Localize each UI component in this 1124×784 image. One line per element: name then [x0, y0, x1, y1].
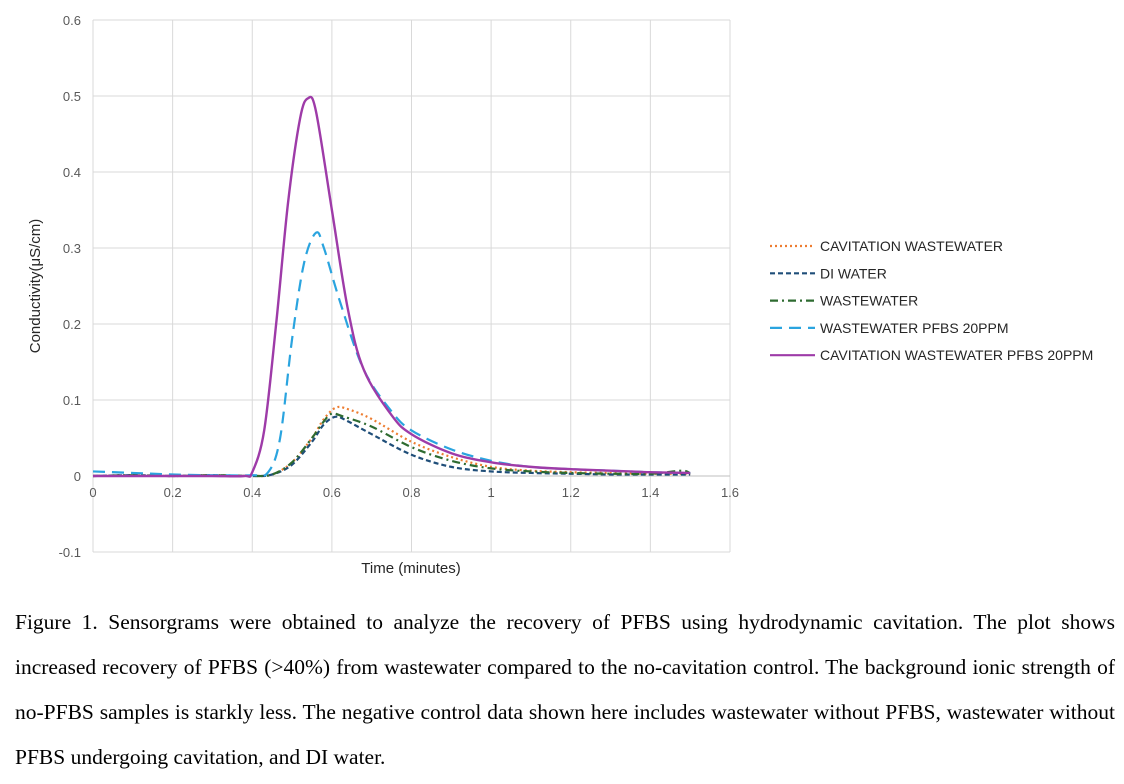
y-tick-label: 0 — [74, 469, 81, 484]
x-tick-label: 1.2 — [562, 485, 580, 500]
y-tick-label: 0.6 — [63, 13, 81, 28]
y-axis-title: Conductivity(μS/cm) — [27, 219, 44, 354]
x-tick-label: 0 — [89, 485, 96, 500]
legend-label: WASTEWATER — [820, 293, 918, 309]
legend-label: DI WATER — [820, 265, 887, 281]
x-tick-label: 0.2 — [164, 485, 182, 500]
x-tick-label: 0.8 — [402, 485, 420, 500]
chart-container: 0 0.2 0.4 0.6 0.8 1 1.2 1.4 1.6 -0.1 0 0.1 0.2 0.3 0.4… — [27, 13, 1093, 577]
legend-label: CAVITATION WASTEWATER — [820, 238, 1003, 254]
y-tick-label: 0.4 — [63, 165, 81, 180]
y-tick-label: -0.1 — [59, 545, 81, 560]
x-tick-label: 0.6 — [323, 485, 341, 500]
figure-caption: Figure 1. Sensorgrams were obtained to a… — [15, 610, 1115, 769]
x-tick-label: 0.4 — [243, 485, 261, 500]
legend-label: CAVITATION WASTEWATER PFBS 20PPM — [820, 347, 1093, 363]
legend-label: WASTEWATER PFBS 20PPM — [820, 320, 1009, 336]
series-line-4 — [92, 231, 691, 477]
series-lines — [92, 95, 691, 478]
x-tick-label: 1 — [488, 485, 495, 500]
y-tick-label: 0.5 — [63, 89, 81, 104]
series-line-1 — [92, 405, 691, 478]
series-line-5 — [92, 95, 691, 478]
y-tick-label: 0.1 — [63, 393, 81, 408]
series-line-2 — [92, 415, 691, 478]
line-chart: 0 0.2 0.4 0.6 0.8 1 1.2 1.4 1.6 -0.1 0 0.1 0.2 0.3 0.4… — [27, 13, 1093, 577]
x-axis-title: Time (minutes) — [361, 560, 460, 577]
legend: CAVITATION WASTEWATER DI WATER WASTEWATER W… — [770, 238, 1093, 363]
tick-labels: 0 0.2 0.4 0.6 0.8 1 1.2 1.4 1.6 -0.1 0 0.1 0.2 0.3 0.4… — [59, 13, 739, 560]
x-tick-label: 1.6 — [721, 485, 739, 500]
y-tick-label: 0.3 — [63, 241, 81, 256]
x-tick-label: 1.4 — [641, 485, 659, 500]
y-tick-label: 0.2 — [63, 317, 81, 332]
